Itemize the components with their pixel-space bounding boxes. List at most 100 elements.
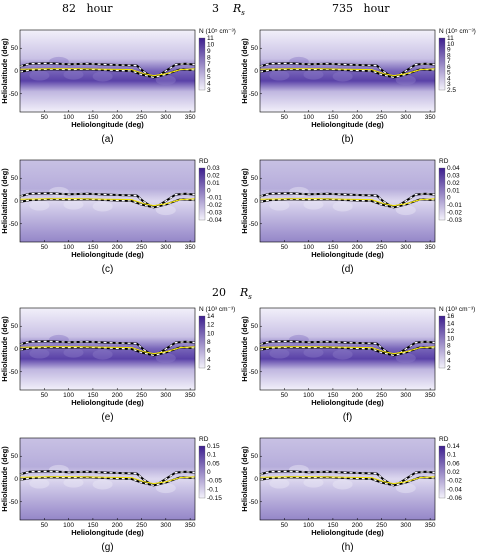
legend-tick-label: 0.03 [207,165,220,172]
legend-tick-label: 12 [447,328,455,335]
x-tick-label: 100 [303,244,314,251]
heatmap-patch [63,347,84,358]
legend-tick-label: 0.1 [207,452,216,459]
legend-tick-label: 0.02 [207,172,220,179]
legend-tick-label: 6 [207,348,211,355]
legend-title: N (10³ cm⁻³) [439,306,475,313]
heatmap-patch [269,70,290,81]
legend-tick-label: -0.03 [207,210,222,217]
heatmap-patch [63,199,84,210]
heatmap-patch [269,348,290,359]
y-tick-label: -50 [249,221,259,228]
legend-tick-label: 0 [447,195,451,202]
x-tick-label: 50 [281,244,289,251]
legend-colorbar [198,167,206,221]
current-sheet-dash [259,62,436,78]
neutral-line [19,68,196,77]
legend-tick-label: 4 [447,75,451,82]
x-tick-label: 300 [400,522,411,529]
x-tick-label: 200 [112,522,123,529]
y-tick-label: 50 [251,45,259,52]
legend-tick-label: 0.01 [207,180,220,187]
legend-tick-label: 0.05 [207,460,220,467]
header-time-735: 735 hour [332,2,390,15]
y-axis-label: Heliolatitude (deg) [240,168,249,234]
current-sheet-dash [259,198,436,209]
x-tick-label: 200 [112,392,123,399]
heatmap-patch [29,348,50,359]
legend-colorbar [198,315,206,369]
x-tick-label: 250 [376,522,387,529]
y-tick-label: 0 [254,346,258,353]
chart-svg: 50 100 150 200 250 300 350 50 0 -50 Heliolongitude… [0,28,236,145]
heatmap-patch [63,477,84,488]
legend-title: RD [199,436,209,443]
panel-h: 50 100 150 200 250 300 350 50 0 -50 Heliolongitude… [240,430,478,560]
x-tick-label: 250 [376,114,387,121]
legend-tick-label: -0.04 [447,486,462,493]
x-tick-label: 250 [376,392,387,399]
heatmap-patch [303,347,324,358]
heatmap-patch [29,70,50,81]
x-tick-label: 50 [281,522,289,529]
heatmap-patch [48,334,69,345]
legend-tick-label: 7 [447,58,451,65]
x-tick-label: 100 [303,522,314,529]
neutral-line [259,476,436,485]
y-tick-label: -50 [249,499,259,506]
x-tick-label: 300 [160,392,171,399]
heatmap-patch [92,71,113,82]
heatmap-patch [269,200,290,211]
current-sheet-dash [19,62,196,78]
current-sheet-dash [259,192,436,208]
legend-tick-label: 0 [207,469,211,476]
y-tick-label: 0 [14,346,18,353]
heatmap-patch [48,186,69,197]
legend-tick-label: 10 [447,41,455,48]
heatmap-patch [288,334,309,345]
y-axis-label: Heliolatitude (deg) [0,446,9,512]
heatmap-patch [288,464,309,475]
x-tick-label: 100 [63,392,74,399]
panel-caption: (e) [101,412,113,423]
legend-tick-label: 8 [447,52,451,59]
panel-caption: (a) [101,134,113,145]
panel-caption: (h) [341,542,353,553]
heatmap-patch [92,349,113,360]
legend-colorbar [198,445,206,499]
chart-svg: 50 100 150 200 250 300 350 50 0 -50 Heliolongitude… [0,158,222,275]
panel-d: 50 100 150 200 250 300 350 50 0 -50 Heliolongitude… [240,152,478,282]
legend-tick-label: 14 [207,313,215,320]
legend-title: N (10⁵ cm⁻³) [439,28,476,35]
chart-svg: 50 100 150 200 250 300 350 50 0 -50 Heliolongitude… [0,436,222,553]
legend-tick-label: 0.06 [447,460,460,467]
x-axis-label: Heliolongitude (deg) [71,528,144,537]
x-tick-label: 200 [352,522,363,529]
neutral-line [259,346,436,355]
y-tick-label: 0 [254,68,258,75]
y-tick-label: 0 [254,198,258,205]
heatmap-patch [92,201,113,212]
legend-tick-label: 6 [447,350,451,357]
legend-tick-label: -0.1 [207,486,219,493]
current-sheet-dash [19,346,196,357]
legend-tick-label: -0.01 [207,195,222,202]
x-tick-label: 250 [136,392,147,399]
x-tick-label: 50 [281,114,289,121]
x-tick-label: 300 [400,114,411,121]
chart-svg: 50 100 150 200 250 300 350 50 0 -50 Heliolongitude… [240,436,462,553]
y-tick-label: 0 [14,476,18,483]
chart-svg: 50 100 150 200 250 300 350 50 0 -50 Heliolongitude… [240,158,462,275]
x-tick-label: 150 [87,244,98,251]
heatmap-patch [332,201,353,212]
x-tick-label: 300 [400,392,411,399]
legend-title: RD [439,158,449,165]
heatmap-patch [395,205,416,216]
legend-tick-label: 6 [447,64,451,71]
current-sheet-dash [259,68,436,79]
x-tick-label: 50 [281,392,289,399]
legend-colorbar [438,167,446,221]
neutral-line [19,346,196,355]
legend-colorbar [198,37,206,91]
heatmap-patch [269,478,290,489]
